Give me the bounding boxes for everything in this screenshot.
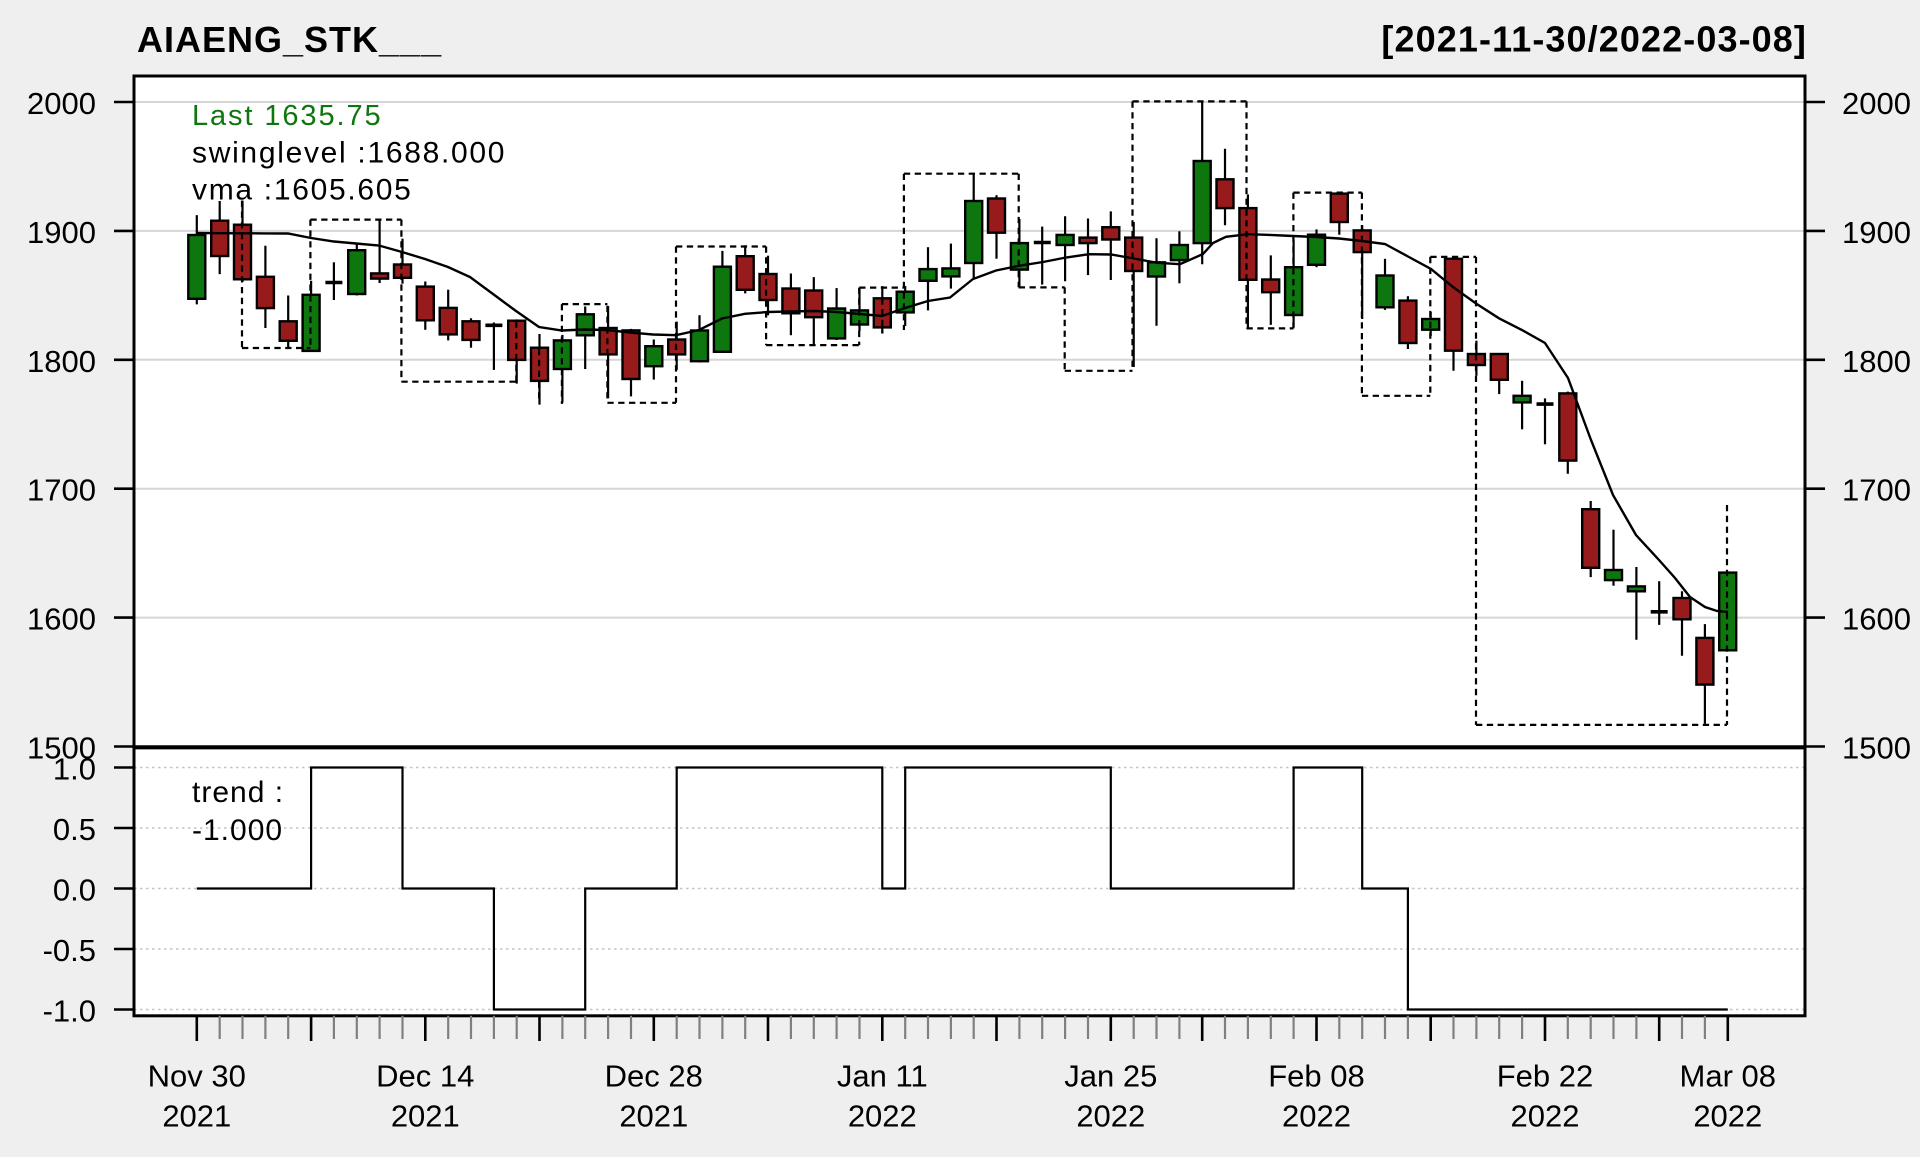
svg-text:-1.0: -1.0 <box>43 994 96 1029</box>
svg-text:1900: 1900 <box>1842 215 1911 250</box>
svg-text:1800: 1800 <box>27 344 96 379</box>
svg-text:2022: 2022 <box>1282 1099 1351 1134</box>
svg-text:0.0: 0.0 <box>53 873 96 908</box>
svg-text:1500: 1500 <box>27 731 96 766</box>
svg-text:Jan 11: Jan 11 <box>837 1059 928 1094</box>
svg-text:Feb 22: Feb 22 <box>1497 1059 1594 1094</box>
svg-text:-0.5: -0.5 <box>43 933 96 968</box>
svg-text:1800: 1800 <box>1842 344 1911 379</box>
svg-text:2021: 2021 <box>619 1099 688 1134</box>
svg-text:2000: 2000 <box>1842 86 1911 121</box>
svg-text:[2021-11-30/2022-03-08]: [2021-11-30/2022-03-08] <box>1381 19 1807 60</box>
svg-text:2000: 2000 <box>27 86 96 121</box>
svg-text:Dec 28: Dec 28 <box>605 1059 703 1094</box>
svg-text:Dec 14: Dec 14 <box>376 1059 474 1094</box>
svg-text:1700: 1700 <box>27 473 96 508</box>
svg-text:1600: 1600 <box>1842 602 1911 637</box>
svg-text:swinglevel :1688.000: swinglevel :1688.000 <box>192 137 506 170</box>
svg-text:-1.000: -1.000 <box>192 814 283 847</box>
svg-text:2021: 2021 <box>391 1099 460 1134</box>
svg-text:Nov 30: Nov 30 <box>148 1059 246 1094</box>
svg-text:1.0: 1.0 <box>53 752 96 787</box>
svg-text:AIAENG_STK___: AIAENG_STK___ <box>137 19 442 60</box>
svg-text:2022: 2022 <box>1076 1099 1145 1134</box>
svg-text:1900: 1900 <box>27 215 96 250</box>
svg-text:2022: 2022 <box>1511 1099 1580 1134</box>
svg-text:1700: 1700 <box>1842 473 1911 508</box>
svg-text:Jan 25: Jan 25 <box>1064 1059 1157 1094</box>
svg-text:Last 1635.75: Last 1635.75 <box>192 100 383 132</box>
svg-text:2022: 2022 <box>1693 1099 1762 1134</box>
svg-text:trend :: trend : <box>192 776 284 809</box>
svg-text:Feb 08: Feb 08 <box>1268 1059 1365 1094</box>
svg-text:Mar 08: Mar 08 <box>1680 1059 1776 1094</box>
svg-text:0.5: 0.5 <box>53 812 96 847</box>
svg-text:2022: 2022 <box>848 1099 917 1134</box>
svg-text:2021: 2021 <box>162 1099 231 1134</box>
svg-text:1600: 1600 <box>27 602 96 637</box>
svg-text:vma :1605.605: vma :1605.605 <box>192 174 413 207</box>
svg-text:1500: 1500 <box>1842 731 1911 766</box>
